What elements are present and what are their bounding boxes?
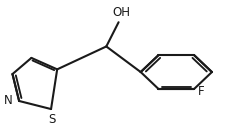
- Text: OH: OH: [112, 6, 130, 19]
- Text: F: F: [198, 85, 205, 98]
- Text: N: N: [4, 95, 13, 107]
- Text: S: S: [49, 113, 56, 126]
